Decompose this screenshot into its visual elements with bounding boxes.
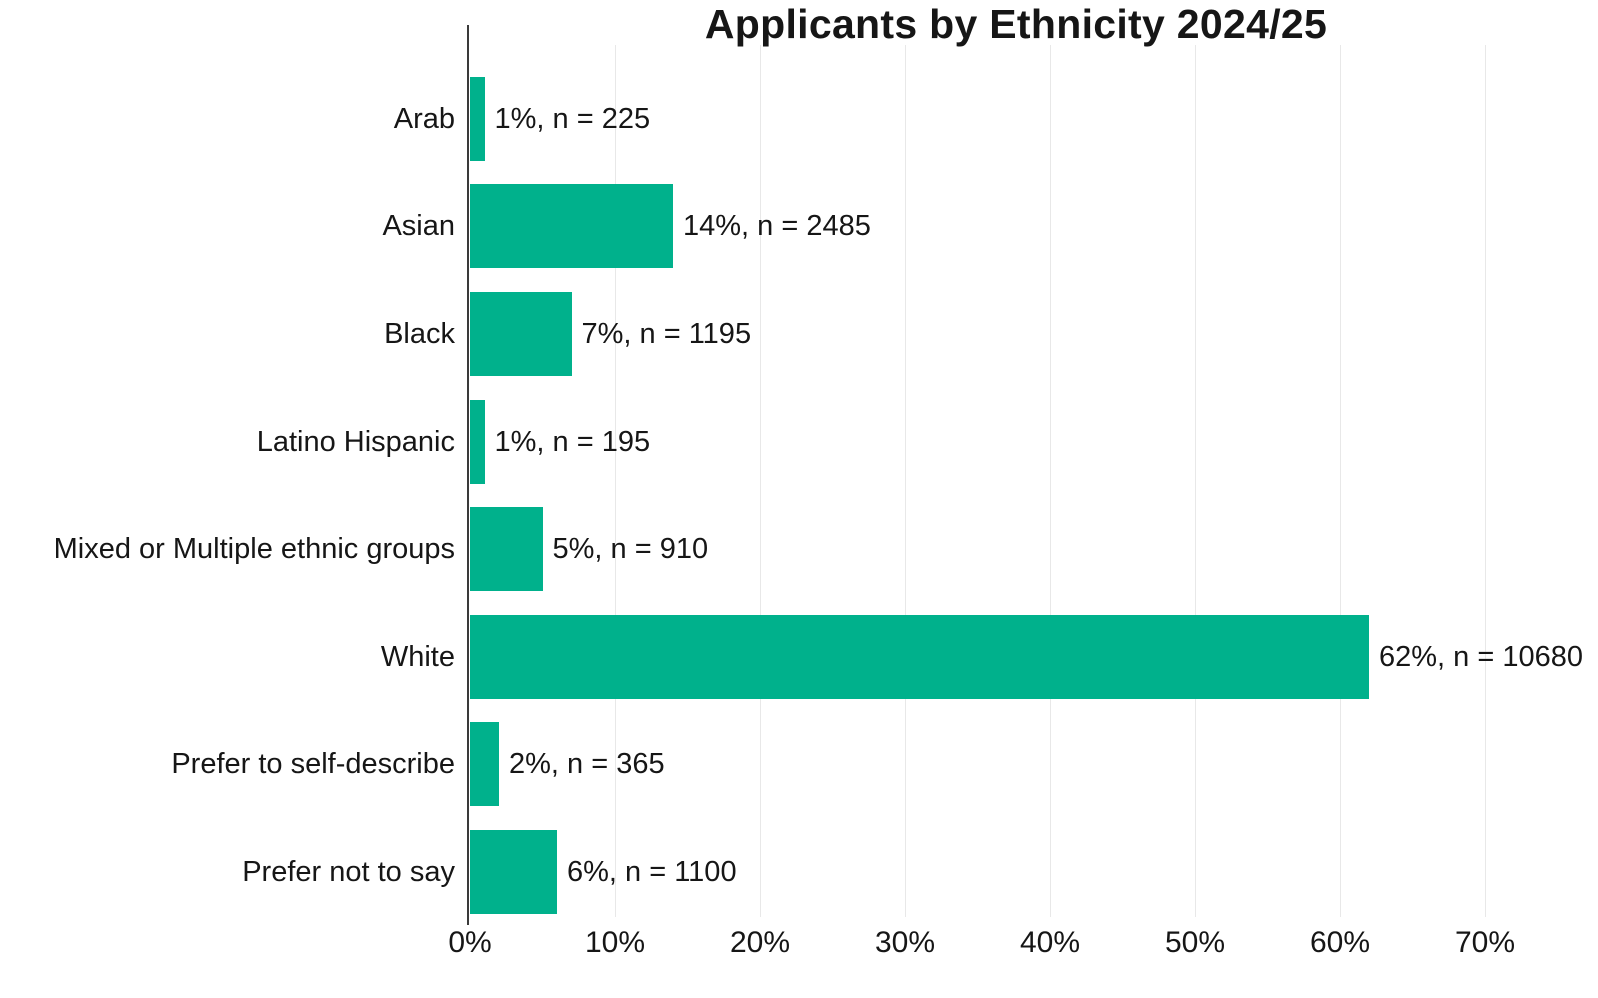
x-tick-label-0pct: 0% [448, 926, 492, 959]
x-tick-label-10pct: 10% [584, 926, 646, 959]
category-label-black: Black [384, 317, 455, 350]
gridline-50pct [1195, 45, 1196, 917]
bar-value-label: 7%, n = 1195 [581, 317, 752, 350]
bar-value-label: 1%, n = 225 [494, 102, 651, 135]
category-label-arab: Arab [393, 102, 455, 135]
bar-arab [470, 76, 485, 161]
x-tick-label-50pct: 50% [1164, 926, 1226, 959]
x-tick-label-30pct: 30% [874, 926, 936, 959]
gridline-70pct [1485, 45, 1486, 917]
gridline-60pct [1340, 45, 1341, 917]
category-label-latino-hispanic: Latino Hispanic [256, 425, 455, 458]
gridline-40pct [1050, 45, 1051, 917]
category-label-prefer-not-to-say: Prefer not to say [242, 855, 455, 888]
gridline-10pct [615, 45, 616, 917]
plot-area: 1%, n = 225 14%, n = 2485 7%, n = 1195 1%, … [467, 25, 1583, 925]
bar-value-label: 1%, n = 195 [494, 425, 651, 458]
bar-black [470, 291, 572, 376]
bar-prefer-not-to-say [470, 829, 557, 914]
category-label-prefer-to-self-describe: Prefer to self-describe [171, 748, 455, 781]
category-label-asian: Asian [382, 210, 455, 243]
gridline-20pct [760, 45, 761, 917]
x-tick-label-40pct: 40% [1019, 926, 1081, 959]
x-tick-label-70pct: 70% [1454, 926, 1516, 959]
bar-value-label: 5%, n = 910 [552, 533, 709, 566]
bar-value-label: 2%, n = 365 [509, 748, 665, 781]
bar-value-label: 62%, n = 10680 [1379, 640, 1583, 673]
bar-mixed-or-multiple-ethnic-groups [470, 507, 543, 592]
x-tick-label-20pct: 20% [729, 926, 791, 959]
chart-title: Applicants by Ethnicity 2024/25 [704, 1, 1328, 47]
y-axis-line [467, 25, 469, 925]
bar-latino-hispanic [470, 399, 485, 484]
bar-value-label: 6%, n = 1100 [567, 855, 737, 888]
category-label-white: White [380, 640, 455, 673]
x-tick-label-60pct: 60% [1309, 926, 1371, 959]
bar-prefer-to-self-describe [470, 722, 499, 807]
gridline-30pct [905, 45, 906, 917]
bar-asian [470, 184, 673, 269]
bar-white [470, 614, 1369, 699]
bar-value-label: 14%, n = 2485 [683, 210, 871, 243]
category-label-mixed-or-multiple-ethnic-groups: Mixed or Multiple ethnic groups [53, 533, 455, 566]
